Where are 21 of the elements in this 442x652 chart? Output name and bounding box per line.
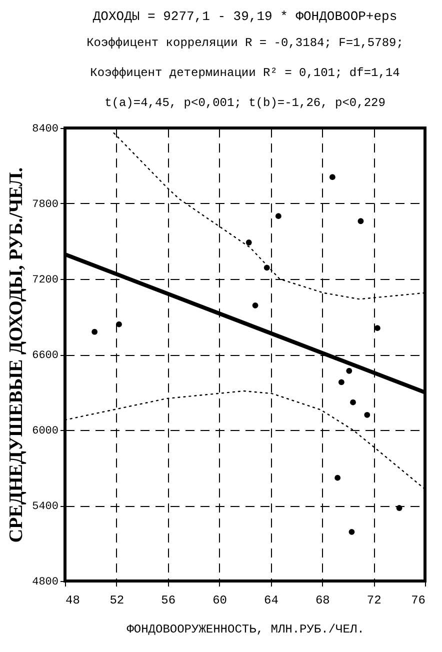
x-tick-label: 60 bbox=[212, 594, 227, 608]
x-tick-label: 72 bbox=[366, 594, 382, 608]
y-tick-label: 6600 bbox=[32, 350, 58, 362]
y-axis-title: СРЕДНЕДУШЕВЫЕ ДОХОДЫ, РУБ./ЧЕЛ. bbox=[6, 167, 28, 543]
chart-title: ДОХОДЫ = 9277,1 - 39,19 * ФОНДОВООР+eps bbox=[92, 9, 398, 24]
y-tick-label: 6000 bbox=[32, 426, 58, 438]
y-tick-label: 7200 bbox=[32, 274, 58, 286]
text: t(a)=4,45, p<0,001; t(b)=-1,26, p<0,229 bbox=[104, 96, 386, 110]
x-axis-title: ФОНДОВООРУЖЕННОСТЬ, МЛН.РУБ./ЧЕЛ. bbox=[126, 622, 364, 636]
text: Коэффицент детерминации R² = 0,101; df=1,14 bbox=[90, 66, 400, 80]
y-tick-label: 4800 bbox=[32, 576, 58, 588]
y-tick-label: 8400 bbox=[32, 124, 58, 136]
y-tick-label: 7800 bbox=[32, 199, 58, 211]
y-tick-label: 5400 bbox=[32, 501, 58, 513]
x-tick-label: 48 bbox=[66, 594, 80, 608]
x-tick-label: 68 bbox=[315, 594, 330, 608]
x-tick-label: 52 bbox=[110, 594, 124, 608]
x-tick-label: 56 bbox=[161, 594, 176, 608]
chart-subtitle: Коэффицент корреляции R = -0,3184; F=1,5789; bbox=[86, 36, 404, 50]
x-tick-label: 64 bbox=[264, 594, 278, 608]
x-tick-label: 76 bbox=[411, 594, 426, 608]
